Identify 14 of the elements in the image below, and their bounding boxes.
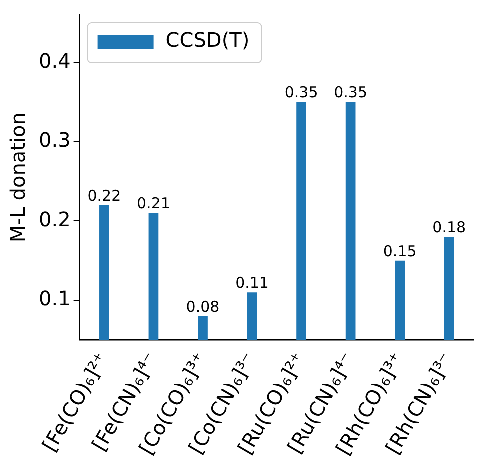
data-label: 0.15 (383, 242, 417, 260)
data-label: 0.11 (236, 274, 269, 292)
data-label: 0.18 (432, 218, 466, 236)
data-label: 0.35 (334, 84, 368, 102)
data-label: 0.08 (186, 298, 220, 316)
data-label: 0.21 (137, 194, 170, 213)
y-tick-label: 0.3 (38, 128, 71, 152)
legend-label: CCSD(T) (166, 28, 250, 52)
y-axis-title: M-L donation (6, 112, 30, 243)
data-label: 0.35 (284, 84, 318, 102)
y-tick-label: 0.1 (38, 286, 71, 311)
y-tick-label: 0.2 (38, 207, 71, 232)
y-tick-label: 0.4 (38, 48, 71, 73)
data-label: 0.22 (88, 186, 122, 205)
